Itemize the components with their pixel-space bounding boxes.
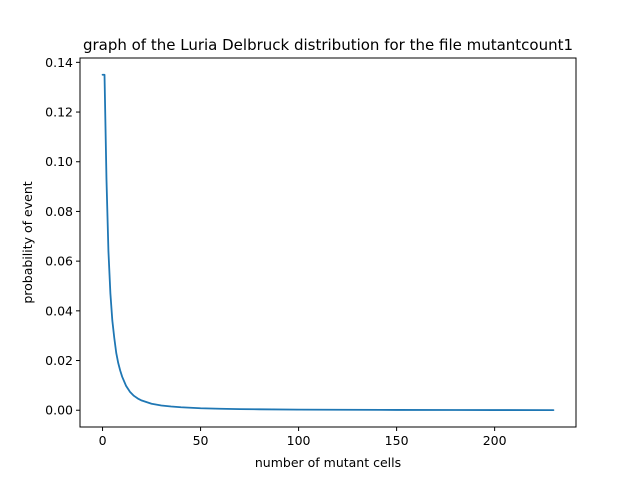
y-axis-ticks: 0.00 0.02 0.04 0.06 0.08 0.10 0.12 0.14	[45, 55, 80, 418]
x-tick-label: 0	[99, 433, 107, 448]
series-layer	[101, 73, 555, 412]
x-tick-label: 50	[193, 433, 209, 448]
y-tick-label: 0.06	[45, 254, 73, 269]
chart-title: graph of the Luria Delbruck distribution…	[83, 36, 573, 54]
y-tick-label: 0.02	[45, 353, 73, 368]
x-tick-label: 200	[483, 433, 507, 448]
y-tick-label: 0.14	[45, 55, 73, 70]
series-line-0	[101, 73, 555, 412]
plot-frame	[79, 57, 577, 428]
x-tick-label: 100	[287, 433, 311, 448]
y-tick-label: 0.04	[45, 303, 73, 318]
y-axis-label: probability of event	[20, 181, 35, 303]
y-tick-label: 0.12	[45, 105, 73, 120]
x-axis-ticks: 0 50 100 150 200	[99, 427, 507, 448]
x-axis-label: number of mutant cells	[255, 455, 401, 470]
y-tick-label: 0.10	[45, 154, 73, 169]
plot-background	[80, 58, 576, 427]
x-tick-label: 150	[385, 433, 409, 448]
y-tick-label: 0.08	[45, 204, 73, 219]
y-tick-label: 0.00	[45, 403, 73, 418]
